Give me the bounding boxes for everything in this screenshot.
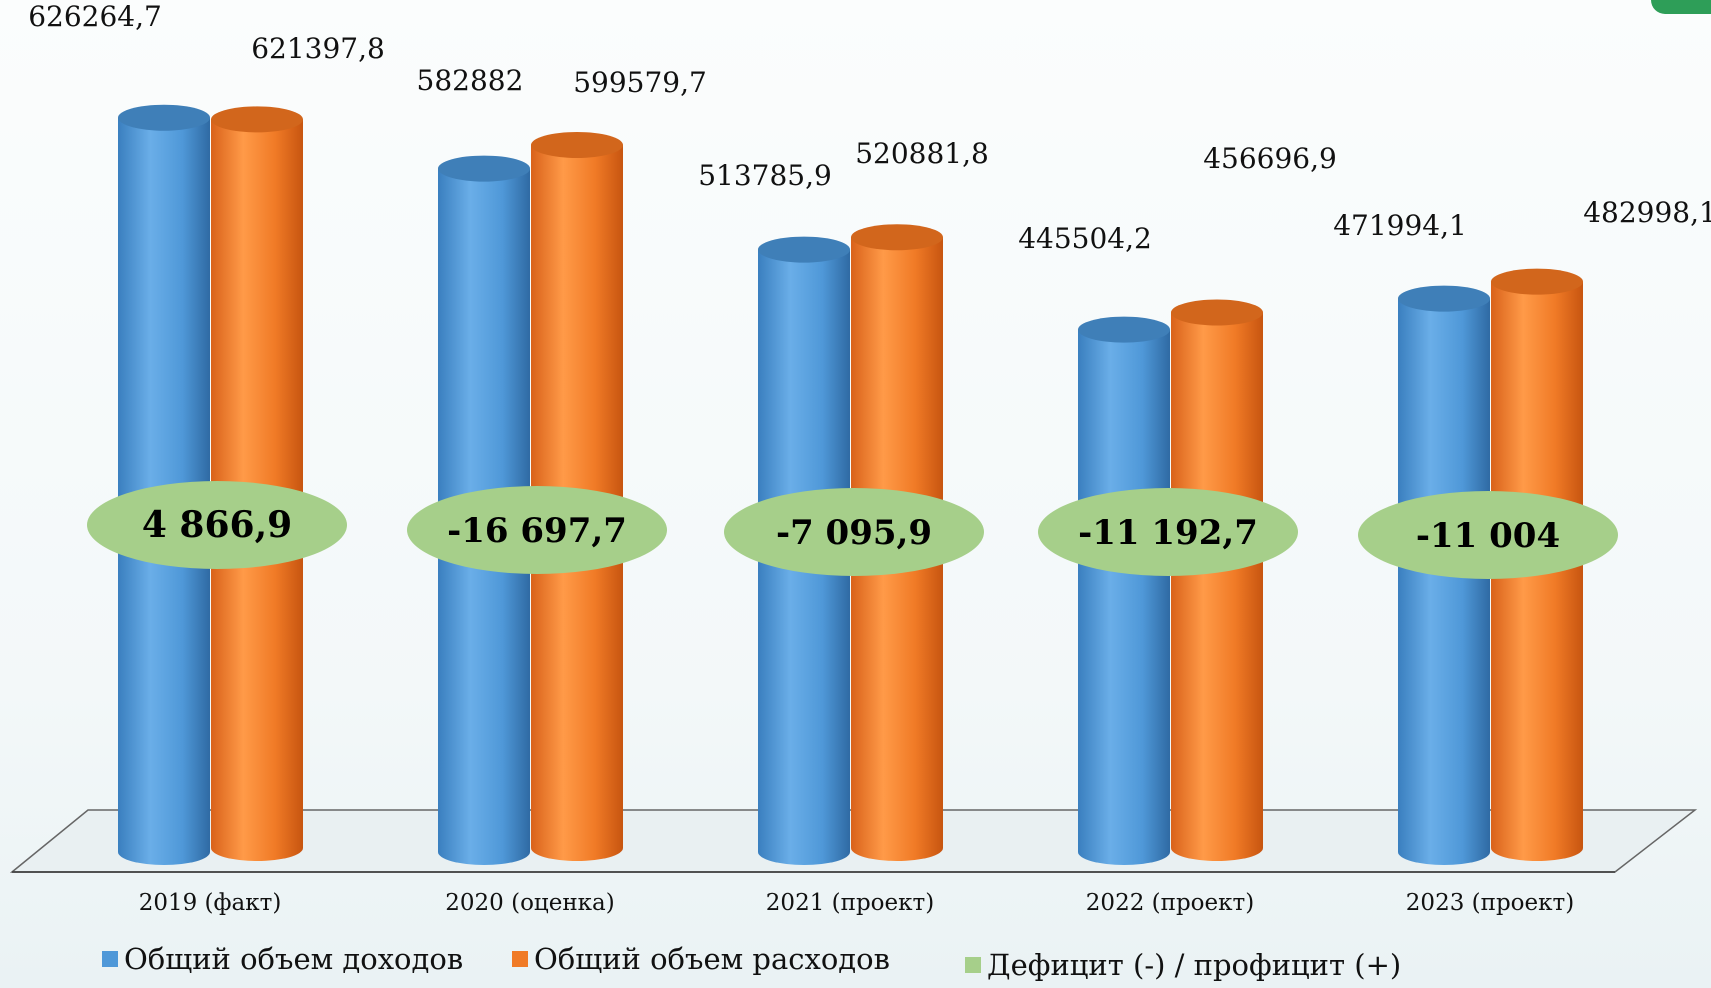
data-label-income-0: 626264,7 [28,0,162,33]
data-label-expense-2: 520881,8 [855,137,989,170]
legend-label-income: Общий объем доходов [124,942,464,976]
data-label-expense-1: 599579,7 [573,66,707,99]
data-label-expense-0: 621397,8 [251,32,385,65]
balance-ellipse-1 [407,486,667,574]
bar-income-4-top [1398,285,1490,312]
x-tick-label-2: 2021 (проект) [766,890,934,916]
x-tick-label-3: 2022 (проект) [1086,890,1254,916]
legend-item-income: Общий объем доходов [102,942,463,976]
x-axis-labels: 2019 (факт) 2020 (оценка) 2021 (проект) 202… [139,890,1575,916]
data-label-expense-3: 456696,9 [1203,142,1337,175]
bar-expense-0-top [211,106,303,133]
bar-expense-3-top [1171,299,1263,326]
x-tick-label-1: 2020 (оценка) [445,890,614,916]
bar-income-0-top [118,104,210,131]
bar-expense-3-body [1171,312,1263,861]
data-label-income-3: 445504,2 [1018,222,1152,255]
legend-item-expense: Общий объем расходов [512,942,890,976]
balance-ellipse-4 [1358,491,1618,579]
balance-label-2: -7 095,9 [776,513,932,553]
bar-expense-1-top [531,131,623,158]
bar-expense-4-top [1491,268,1583,295]
data-labels: 626264,7 621397,8 582882 599579,7 513785,9 52… [28,0,1711,255]
balance-label-4: -11 004 [1416,516,1560,556]
data-label-income-4: 471994,1 [1333,209,1467,242]
bar-income-4-body [1398,298,1490,865]
legend-swatch-expense [512,951,528,967]
bar-income-2-top [758,236,850,263]
balance-ellipse-2 [724,488,984,576]
x-tick-label-4: 2023 (проект) [1406,890,1574,916]
legend-label-expense: Общий объем расходов [534,942,890,976]
data-label-income-2: 513785,9 [698,159,832,192]
balance-ellipse-0 [87,481,347,569]
bar-income-1-top [438,155,530,182]
data-label-income-1: 582882 [417,64,524,97]
x-tick-label-0: 2019 (факт) [139,890,282,916]
balance-ellipses: 4 866,9 -16 697,7 -7 095,9 -11 192,7 -11 004 [87,481,1618,579]
legend-label-balance: Дефицит (-) / профицит (+) [987,948,1402,982]
balance-ellipse-3 [1038,488,1298,576]
bar-expense-3 [1171,299,1263,861]
legend-item-balance: Дефицит (-) / профицит (+) [965,948,1401,982]
legend-swatch-income [102,951,118,967]
bar-income-4 [1398,285,1490,865]
legend: Общий объем доходов Общий объем расходов… [0,942,1711,982]
bars [118,104,1583,865]
legend-swatch-balance [965,957,981,973]
balance-label-0: 4 866,9 [142,504,292,546]
balance-label-3: -11 192,7 [1078,513,1258,553]
bar-income-3-body [1078,329,1170,865]
data-label-expense-4: 482998,1 [1583,196,1711,229]
bar-income-3-top [1078,316,1170,343]
bar-expense-2-top [851,224,943,251]
balance-label-1: -16 697,7 [447,511,627,551]
corner-accent [1651,0,1711,14]
bar-income-3 [1078,316,1170,865]
